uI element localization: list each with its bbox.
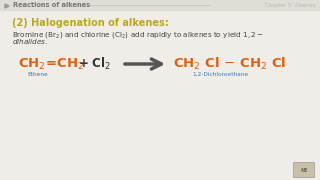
Text: CH$_2$=CH$_2$: CH$_2$=CH$_2$ — [18, 57, 84, 71]
FancyBboxPatch shape — [293, 163, 315, 177]
Text: Chapter 5: Alkenes: Chapter 5: Alkenes — [265, 3, 315, 8]
Polygon shape — [5, 4, 9, 8]
Bar — [0, 0, 320, 10]
Text: NE: NE — [300, 168, 308, 172]
Text: $\it{dihalides.}$: $\it{dihalides.}$ — [12, 37, 48, 46]
Text: (2) Halogenation of alkenes:: (2) Halogenation of alkenes: — [12, 18, 169, 28]
Text: CH$_2$ Cl $-$ CH$_2$ Cl: CH$_2$ Cl $-$ CH$_2$ Cl — [173, 56, 286, 72]
Text: + Cl$_2$: + Cl$_2$ — [78, 56, 111, 72]
Text: Bromine (Br$_2$) and chlorine (Cl$_2$) add rapidly to alkenes to yield $\it{1,2-: Bromine (Br$_2$) and chlorine (Cl$_2$) a… — [12, 30, 264, 40]
Text: Ethene: Ethene — [28, 71, 48, 76]
Text: 1,2-Dichloroethane: 1,2-Dichloroethane — [192, 71, 248, 76]
Text: Reactions of alkenes: Reactions of alkenes — [13, 2, 90, 8]
